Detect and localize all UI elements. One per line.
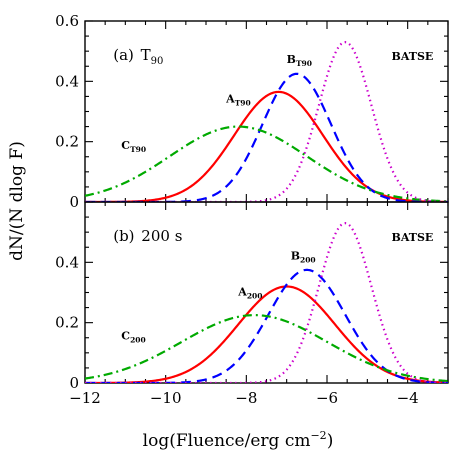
x-axis-title-main: log(Fluence/erg cm — [143, 431, 311, 451]
series-line-c — [85, 314, 448, 383]
y-tick-label: 0.4 — [55, 72, 79, 90]
series-label-c: C200 — [121, 329, 145, 344]
y-tick-label: 0.6 — [55, 12, 79, 30]
y-axis-title: dN/(N dlog F) — [7, 141, 27, 261]
series-line-c — [85, 125, 448, 202]
series-label-b: BT90 — [287, 53, 312, 68]
x-tick-label: −10 — [150, 389, 182, 407]
series-label-batse: BATSE — [392, 231, 434, 244]
panel-label: (b) 200 s — [113, 227, 182, 245]
x-tick-label: −4 — [397, 389, 419, 407]
panel-label: (a) T90 — [113, 46, 163, 67]
panel-a: 0 0.2 0.4 0.6 AT90 BT90 CT90 BATSE (a) T90 — [55, 12, 449, 211]
x-tick-label: −12 — [69, 389, 101, 407]
x-axis-title-tail: ) — [327, 431, 334, 451]
series-label-a: AT90 — [225, 92, 251, 107]
series-line-batse — [85, 41, 448, 202]
x-axis-title-sup: −2 — [310, 429, 326, 442]
x-tick-label: −8 — [235, 389, 257, 407]
series-line-batse — [85, 222, 448, 383]
series-line-b — [85, 72, 448, 202]
x-axis: −12 −10 −8 −6 −4 — [69, 389, 419, 407]
series-line-b — [85, 268, 448, 383]
series-label-c: CT90 — [121, 139, 146, 154]
x-axis-title: log(Fluence/erg cm−2) — [143, 429, 334, 451]
series-label-batse: BATSE — [392, 50, 434, 63]
panel-b: 0 0.2 0.4 A200 B200 C200 BATSE (b) 200 s — [55, 201, 449, 392]
y-tick-label: 0 — [69, 374, 79, 392]
panel-frame — [84, 201, 449, 384]
series-label-a: A200 — [237, 286, 262, 301]
series-line-a — [85, 90, 448, 202]
y-tick-label: 0.2 — [55, 133, 79, 151]
y-tick-label: 0 — [69, 193, 79, 211]
x-tick-label: −6 — [316, 389, 338, 407]
y-tick-label: 0.2 — [55, 314, 79, 332]
y-tick-label: 0.4 — [55, 253, 79, 271]
series-label-b: B200 — [291, 249, 316, 264]
